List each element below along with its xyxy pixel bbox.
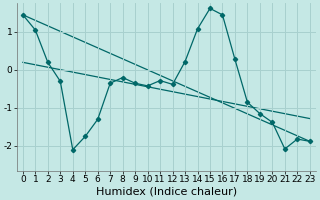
X-axis label: Humidex (Indice chaleur): Humidex (Indice chaleur) bbox=[96, 187, 237, 197]
